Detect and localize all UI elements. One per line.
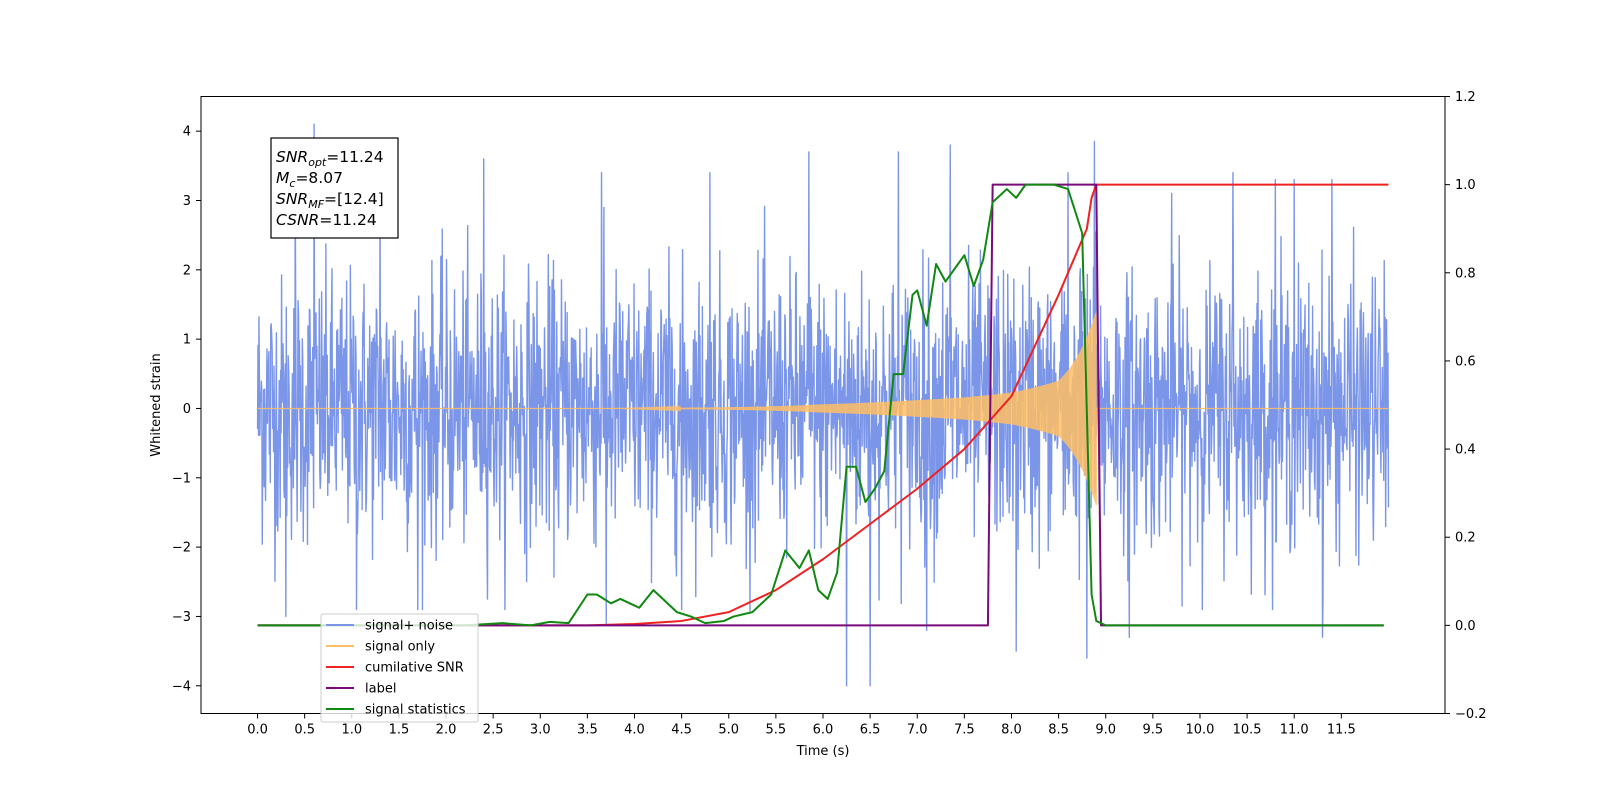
x-axis-label: Time (s) bbox=[796, 744, 850, 759]
y-tick-label-left: −4 bbox=[172, 679, 191, 694]
legend-label: signal+ noise bbox=[365, 619, 453, 634]
x-tick-label: 3.5 bbox=[577, 723, 598, 738]
x-tick-label: 10.5 bbox=[1233, 723, 1262, 738]
y-tick-label-left: −1 bbox=[172, 471, 191, 486]
y-tick-label-right: 0.0 bbox=[1455, 619, 1476, 634]
legend-frame bbox=[320, 613, 479, 723]
annotation-box: SNRopt=11.24Mc=8.07SNRMF=[12.4]CSNR=11.2… bbox=[270, 137, 399, 239]
x-tick-label: 11.5 bbox=[1327, 723, 1356, 738]
legend-label: signal only bbox=[365, 640, 435, 655]
series-signal-noise bbox=[256, 123, 1390, 687]
y-tick-label-right: 1.2 bbox=[1455, 90, 1476, 105]
x-tick-label: 0.5 bbox=[294, 723, 315, 738]
x-tick-label: 4.5 bbox=[671, 723, 692, 738]
x-tick-label: 2.0 bbox=[436, 723, 457, 738]
x-tick-label: 0.0 bbox=[247, 723, 268, 738]
series-layer bbox=[256, 123, 1390, 687]
legend-label: signal statistics bbox=[365, 703, 466, 718]
y-tick-label-left: 4 bbox=[183, 125, 191, 140]
x-tick-label: 6.0 bbox=[813, 723, 834, 738]
y-tick-label-right: 0.8 bbox=[1455, 266, 1476, 281]
annotation-line: SNRopt=11.24 bbox=[276, 148, 384, 169]
y-tick-label-left: 2 bbox=[183, 263, 191, 278]
x-tick-label: 9.0 bbox=[1095, 723, 1116, 738]
series-signal-only bbox=[257, 312, 1389, 506]
x-tick-label: 5.0 bbox=[718, 723, 739, 738]
legend: signal+ noise signal only cumilative SNR la… bbox=[320, 613, 479, 723]
y-axis-label: Whitened strain bbox=[149, 353, 164, 456]
y-tick-label-right: 1.0 bbox=[1455, 178, 1476, 193]
legend-label: label bbox=[365, 682, 396, 697]
y-tick-label-left: 1 bbox=[183, 333, 191, 348]
series-cumulative-snr bbox=[257, 183, 1389, 627]
annotation-frame bbox=[270, 137, 399, 239]
x-tick-label: 7.5 bbox=[954, 723, 975, 738]
x-tick-label: 3.0 bbox=[530, 723, 551, 738]
x-tick-label: 7.0 bbox=[907, 723, 928, 738]
x-tick-label: 8.0 bbox=[1001, 723, 1022, 738]
annotation-line: SNRMF=[12.4] bbox=[276, 190, 384, 211]
ticks-layer: 0.0 0.5 1.0 1.5 2.0 2.5 3.0 3.5 4.0 4.5 5.0 5.5 6.0 6… bbox=[172, 90, 1487, 738]
y-tick-label-right: 0.4 bbox=[1455, 443, 1476, 458]
y-tick-label-right: 0.6 bbox=[1455, 354, 1476, 369]
x-tick-label: 11.0 bbox=[1280, 723, 1309, 738]
legend-label: cumilative SNR bbox=[365, 661, 464, 676]
series-signal-statistics bbox=[257, 183, 1384, 627]
x-tick-label: 5.5 bbox=[766, 723, 787, 738]
x-tick-label: 10.0 bbox=[1185, 723, 1214, 738]
y-tick-label-right: −0.2 bbox=[1455, 707, 1487, 722]
y-tick-label-left: −3 bbox=[172, 610, 191, 625]
y-tick-label-right: 0.2 bbox=[1455, 531, 1476, 546]
x-tick-label: 1.5 bbox=[389, 723, 410, 738]
x-tick-label: 9.5 bbox=[1143, 723, 1164, 738]
y-tick-label-left: 3 bbox=[183, 194, 191, 209]
annotation-line: CSNR=11.24 bbox=[276, 211, 377, 229]
x-tick-label: 8.5 bbox=[1048, 723, 1069, 738]
y-tick-label-left: 0 bbox=[183, 402, 191, 417]
y-tick-label-left: −2 bbox=[172, 541, 191, 556]
x-tick-label: 1.0 bbox=[341, 723, 362, 738]
x-tick-label: 6.5 bbox=[860, 723, 881, 738]
x-tick-label: 4.0 bbox=[624, 723, 645, 738]
annotation-line: Mc=8.07 bbox=[276, 169, 343, 190]
x-tick-label: 2.5 bbox=[483, 723, 504, 738]
